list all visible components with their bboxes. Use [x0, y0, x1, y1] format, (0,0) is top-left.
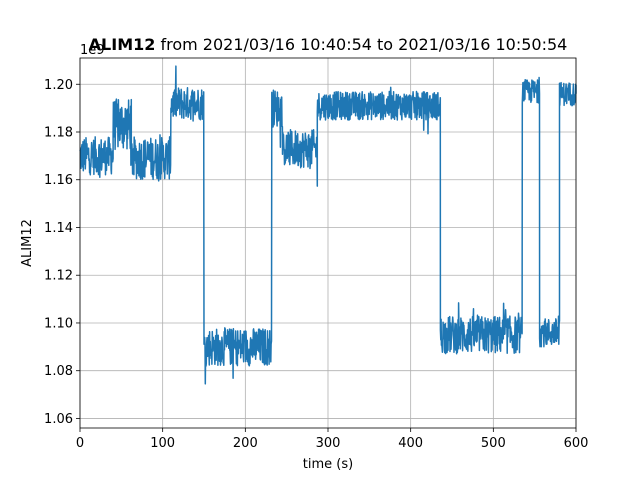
y-tick-label: 1.10 [44, 316, 73, 331]
x-tick-label: 400 [398, 436, 423, 451]
y-tick-label: 1.20 [44, 78, 73, 93]
y-tick-label: 1.18 [44, 126, 73, 141]
y-offset-text: 1e9 [80, 43, 105, 58]
y-axis: 1.06 1.08 1.10 1.12 1.14 1.16 1.18 1.20 [44, 78, 80, 427]
y-tick-label: 1.16 [44, 173, 73, 188]
x-tick-label: 100 [150, 436, 175, 451]
chart-title: ALIM12 from 2021/03/16 10:40:54 to 2021/… [89, 35, 568, 54]
y-tick-label: 1.12 [44, 269, 73, 284]
x-tick-label: 600 [564, 436, 589, 451]
x-axis: 0 100 200 300 400 500 600 [76, 428, 589, 451]
y-tick-label: 1.06 [44, 412, 73, 427]
x-axis-label: time (s) [303, 457, 353, 472]
series-line [79, 65, 577, 385]
x-tick-label: 500 [481, 436, 506, 451]
chart-title-bold: ALIM12 [89, 35, 156, 54]
grid [79, 58, 577, 428]
chart-title-rest: from 2021/03/16 10:40:54 to 2021/03/16 1… [155, 35, 567, 54]
y-tick-label: 1.14 [44, 221, 73, 236]
y-axis-label: ALIM12 [20, 219, 35, 267]
x-tick-label: 200 [233, 436, 258, 451]
y-tick-label: 1.08 [44, 364, 73, 379]
x-tick-label: 0 [76, 436, 84, 451]
series-line-group [79, 65, 577, 385]
x-tick-label: 300 [316, 436, 341, 451]
